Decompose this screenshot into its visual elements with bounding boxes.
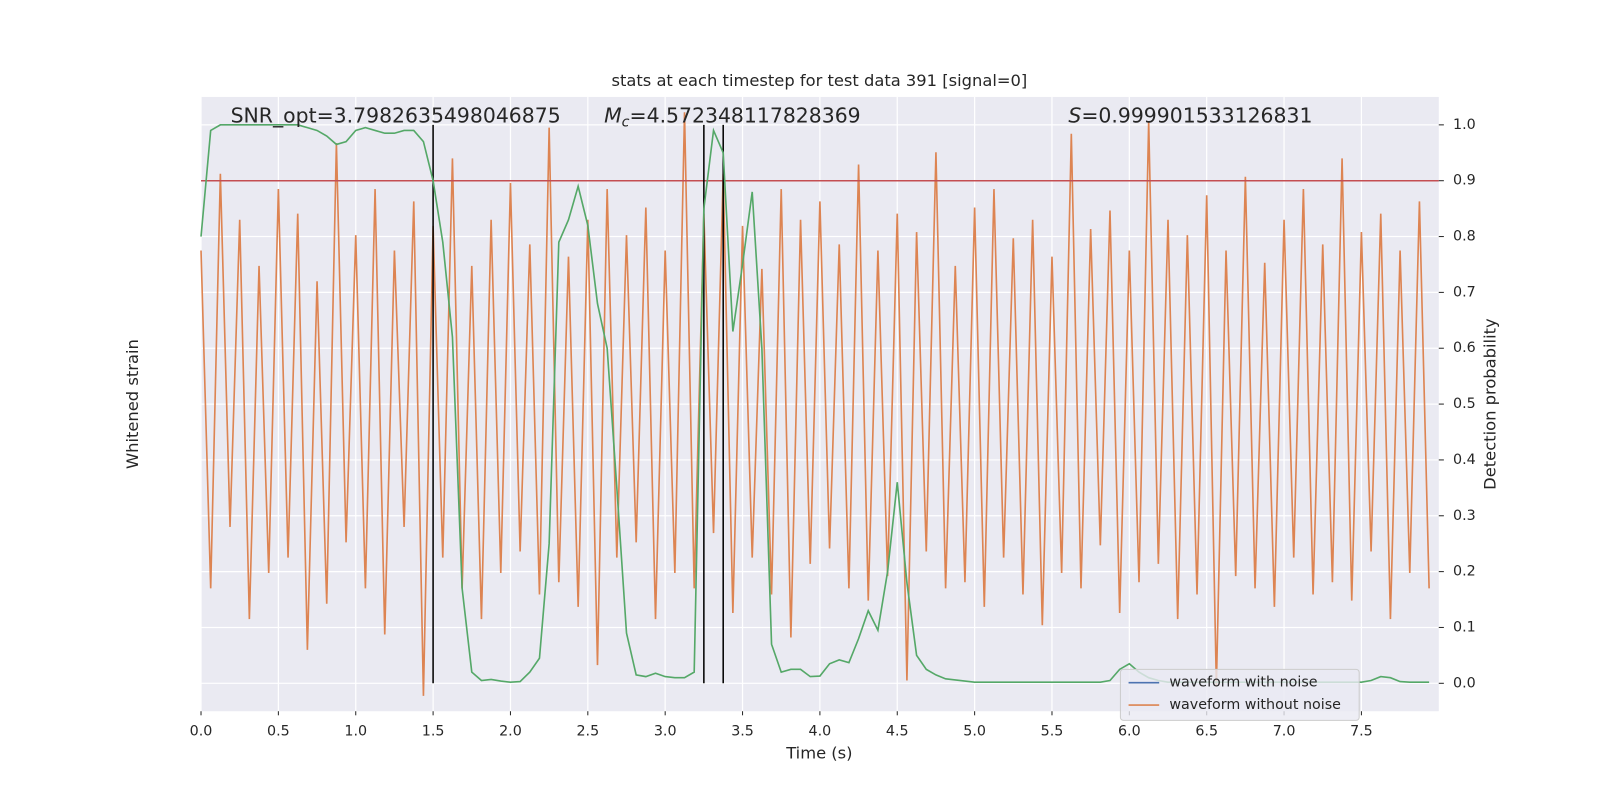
- legend: waveform with noise waveform without nois…: [1119, 668, 1360, 721]
- y2-tick-label: 0.6: [1453, 340, 1476, 356]
- annotation: Mc=4.572348117828369: [604, 103, 861, 130]
- legend-box: [1119, 668, 1360, 721]
- x-tick-label: 2.5: [576, 724, 599, 740]
- y2-tick-label: 0.5: [1453, 396, 1476, 412]
- x-axis-label: Time (s): [785, 744, 852, 763]
- labels: 0.0 0.5 1.0 1.5 2.0 2.5 3.0 3.5 4.0 4.5 5.0 5.5 6.0 6…: [190, 117, 1476, 740]
- legend-label: waveform without noise: [1169, 697, 1341, 713]
- y2-tick-label: 0.1: [1453, 619, 1476, 635]
- marks: [200, 112, 1439, 696]
- x-tick-label: 2.0: [499, 724, 522, 740]
- y-axis-label: Whitened strain: [123, 339, 142, 469]
- legend-label: waveform with noise: [1169, 675, 1317, 691]
- x-tick-label: 6.0: [1118, 724, 1141, 740]
- y2-tick-label: 0.7: [1453, 284, 1476, 300]
- y2-tick-label: 0.4: [1453, 452, 1476, 468]
- annotation-symbol: M: [604, 103, 622, 127]
- x-tick-label: 7.0: [1273, 724, 1296, 740]
- annotation-value: =0.999901533126831: [1081, 103, 1312, 127]
- series-line: [200, 112, 1430, 696]
- chart-title: stats at each timestep for test data 391…: [611, 71, 1027, 90]
- x-tick-label: 0.0: [190, 724, 213, 740]
- x-tick-label: 1.5: [422, 724, 445, 740]
- y2-tick-label: 0.8: [1453, 229, 1476, 245]
- x-tick-label: 5.5: [1041, 724, 1064, 740]
- y2-tick-label: 0.2: [1453, 564, 1476, 580]
- annotation-symbol: S: [1068, 103, 1081, 127]
- x-tick-label: 4.5: [886, 724, 909, 740]
- x-tick-label: 1.0: [344, 724, 367, 740]
- y2-tick-label: 0.3: [1453, 508, 1476, 524]
- y2-tick-label: 0.0: [1453, 675, 1476, 691]
- y2-tick-label: 1.0: [1453, 117, 1476, 133]
- x-tick-label: 3.5: [731, 724, 754, 740]
- annotation: SNR_opt=3.7982635498046875: [231, 103, 561, 128]
- annotation-value: =4.572348117828369: [630, 103, 861, 127]
- y2-tick-label: 0.9: [1453, 173, 1476, 189]
- annotation: S=0.999901533126831: [1068, 103, 1312, 127]
- x-tick-label: 3.0: [654, 724, 677, 740]
- x-tick-label: 4.0: [809, 724, 832, 740]
- x-tick-label: 6.5: [1195, 724, 1218, 740]
- x-tick-label: 0.5: [267, 724, 290, 740]
- x-tick-label: 5.0: [963, 724, 986, 740]
- y2-axis-label: Detection probability: [1480, 318, 1499, 490]
- annotation-subscript: c: [622, 114, 630, 130]
- x-tick-label: 7.5: [1350, 724, 1373, 740]
